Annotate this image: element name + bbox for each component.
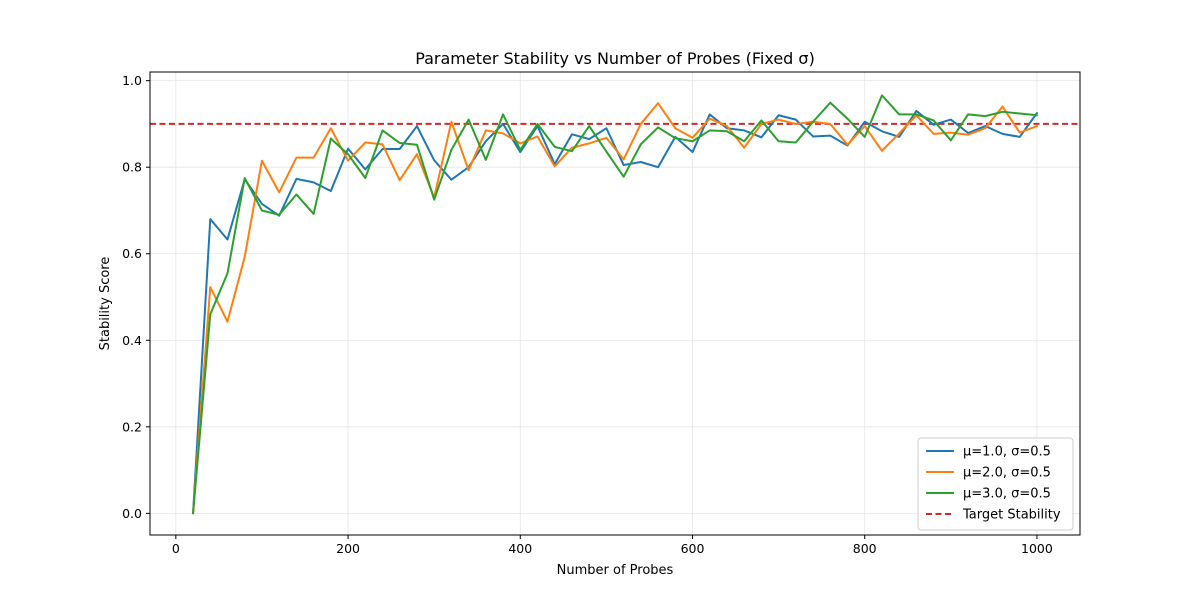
x-tick-label: 600 [681,541,705,556]
y-tick-label: 0.2 [122,419,142,434]
y-tick-label: 0.0 [122,506,142,521]
x-tick-label: 200 [336,541,360,556]
plot-area-frame [149,71,1081,536]
y-axis-label: Stability Score [98,257,113,351]
legend-box [917,437,1074,531]
x-axis-label: Number of Probes [557,563,674,578]
legend-label: μ=1.0, σ=0.5 [963,445,1051,460]
x-tick-label: 800 [853,541,877,556]
chart-title: Parameter Stability vs Number of Probes … [415,49,815,68]
legend-label: μ=2.0, σ=0.5 [963,466,1051,481]
x-axis-ticks: 0 200 400 600 800 1000 [172,535,1053,556]
y-tick-label: 0.4 [122,333,142,348]
x-tick-label: 1000 [1021,541,1053,556]
y-tick-label: 0.6 [122,246,142,261]
legend-label: μ=3.0, σ=0.5 [963,487,1051,502]
series-layer [192,94,1038,515]
series-line-3 [192,94,1038,515]
y-tick-label: 0.8 [122,160,142,175]
y-axis-ticks: 0.0 0.2 0.4 0.6 0.8 1.0 [122,73,150,521]
series-line-2 [192,102,1038,515]
legend-label: Target Stability [962,508,1061,523]
x-tick-label: 400 [508,541,532,556]
legend: μ=1.0, σ=0.5 μ=2.0, σ=0.5 μ=3.0, σ=0.5 Targ… [917,437,1074,531]
x-tick-label: 0 [172,541,180,556]
y-tick-label: 1.0 [122,73,142,88]
